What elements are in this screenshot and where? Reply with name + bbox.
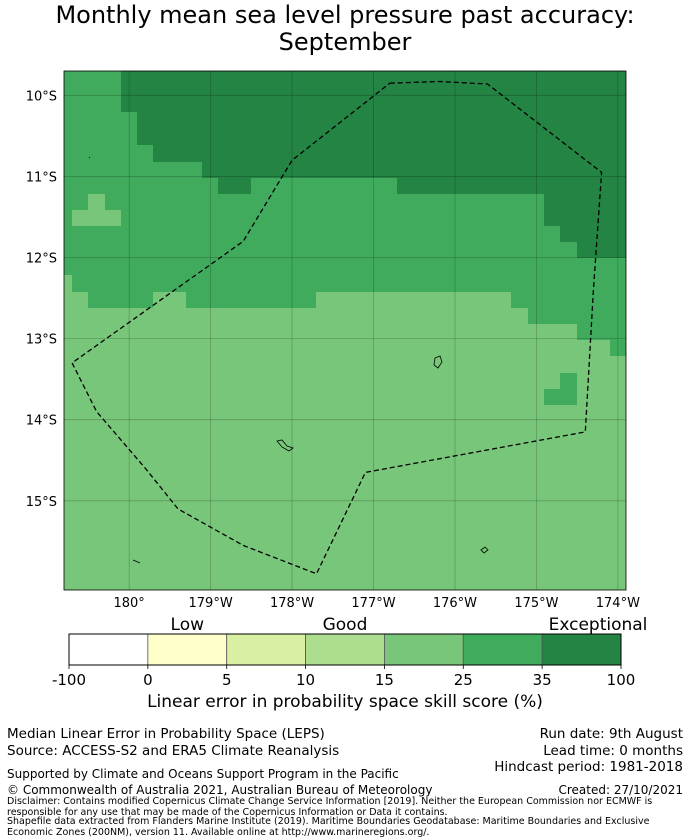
hindcast-period: Hindcast period: 1981-2018 bbox=[494, 759, 683, 775]
lat-tick-label: 11°S bbox=[26, 170, 57, 185]
colorbar: Low Good Exceptional -100 0 5 10 15 25 35 100 bbox=[52, 615, 648, 689]
source-text: Source: ACCESS-S2 and ERA5 Climate Reana… bbox=[7, 743, 340, 759]
lat-tick-label: 12°S bbox=[26, 252, 57, 267]
latitude-labels: 10°S 11°S 12°S 13°S 14°S 15°S bbox=[26, 89, 57, 509]
shapefile-credit: Shapefile data extracted from Flanders M… bbox=[7, 816, 650, 838]
colorbar-box bbox=[68, 633, 149, 666]
lon-tick-label: 180° bbox=[113, 596, 144, 610]
created-date: Created: 27/10/2021 bbox=[558, 783, 683, 797]
disclaimer-text: Disclaimer: Contains modified Copernicus… bbox=[7, 796, 653, 818]
lat-tick-label: 10°S bbox=[26, 89, 57, 104]
lon-tick-label: 174°W bbox=[596, 596, 640, 610]
colorbar-label: Linear error in probability space skill … bbox=[147, 692, 543, 712]
longitude-labels: 180° 179°W 178°W 177°W 176°W 175°W 174°W bbox=[113, 596, 640, 610]
colorbar-box bbox=[462, 633, 543, 666]
title-line-2: September bbox=[278, 28, 412, 56]
eez-boundary bbox=[71, 80, 603, 575]
supported-text: Supported by Climate and Oceans Support … bbox=[7, 767, 399, 781]
map-area bbox=[64, 71, 626, 590]
island-speck bbox=[88, 156, 91, 159]
map-title: Monthly mean sea level pressure past acc… bbox=[0, 2, 690, 56]
colorbar-tick-label: -100 bbox=[52, 671, 86, 689]
band-15-25-patch bbox=[72, 194, 121, 226]
lat-tick-label: 13°S bbox=[26, 333, 57, 348]
colorbar-frame bbox=[68, 633, 622, 666]
colorbar-tick-label: 10 bbox=[296, 671, 315, 689]
title-line-1: Monthly mean sea level pressure past acc… bbox=[55, 1, 635, 29]
colorbar-tick-label: 5 bbox=[222, 671, 232, 689]
copyright-text: © Commonwealth of Australia 2021, Austra… bbox=[7, 783, 433, 797]
lon-tick-label: 179°W bbox=[189, 596, 233, 610]
band-25-35-strip bbox=[610, 340, 626, 356]
colorbar-tick-label: 15 bbox=[375, 671, 394, 689]
colorbar-categories: Low Good Exceptional bbox=[171, 615, 648, 635]
colorbar-box bbox=[541, 633, 622, 666]
colorbar-box bbox=[147, 633, 228, 666]
colorbar-box bbox=[305, 633, 385, 666]
island-uvea bbox=[433, 355, 443, 369]
colorbar-ticks: -100 0 5 10 15 25 35 100 bbox=[52, 665, 635, 689]
lat-tick-label: 14°S bbox=[26, 414, 57, 429]
map-frame bbox=[63, 70, 627, 591]
island-small-east bbox=[480, 546, 489, 554]
lat-tick-label: 15°S bbox=[26, 495, 57, 510]
colorbar-tick-label: 25 bbox=[454, 671, 473, 689]
island-small-sw bbox=[132, 559, 141, 564]
colorbar-category: Good bbox=[323, 615, 368, 635]
colorbar-tick-label: 0 bbox=[143, 671, 153, 689]
colorbar-category: Exceptional bbox=[549, 615, 648, 635]
grid-lines bbox=[64, 71, 626, 590]
skill-map: 10°S11°S12°S13°S14°S15°S 180° 179°W 178°W 1… bbox=[26, 70, 640, 610]
method-text: Median Linear Error in Probability Space… bbox=[7, 726, 325, 742]
lon-tick-label: 177°W bbox=[351, 596, 395, 610]
colorbar-box bbox=[226, 633, 306, 666]
band-35-100 bbox=[121, 71, 626, 258]
colorbar-tick-label: 100 bbox=[607, 671, 636, 689]
band-25-35-patch bbox=[544, 373, 577, 405]
lon-tick-label: 178°W bbox=[270, 596, 314, 610]
lon-tick-label: 176°W bbox=[433, 596, 477, 610]
colorbar-box bbox=[384, 633, 464, 666]
coastlines bbox=[88, 156, 489, 564]
lon-tick-label: 175°W bbox=[514, 596, 558, 610]
colorbar-boxes bbox=[68, 633, 622, 666]
run-date: Run date: 9th August bbox=[539, 726, 683, 742]
island-futuna bbox=[276, 439, 294, 452]
colorbar-tick-label: 35 bbox=[533, 671, 552, 689]
colorbar-category: Low bbox=[171, 615, 205, 635]
lead-time: Lead time: 0 months bbox=[543, 743, 683, 759]
